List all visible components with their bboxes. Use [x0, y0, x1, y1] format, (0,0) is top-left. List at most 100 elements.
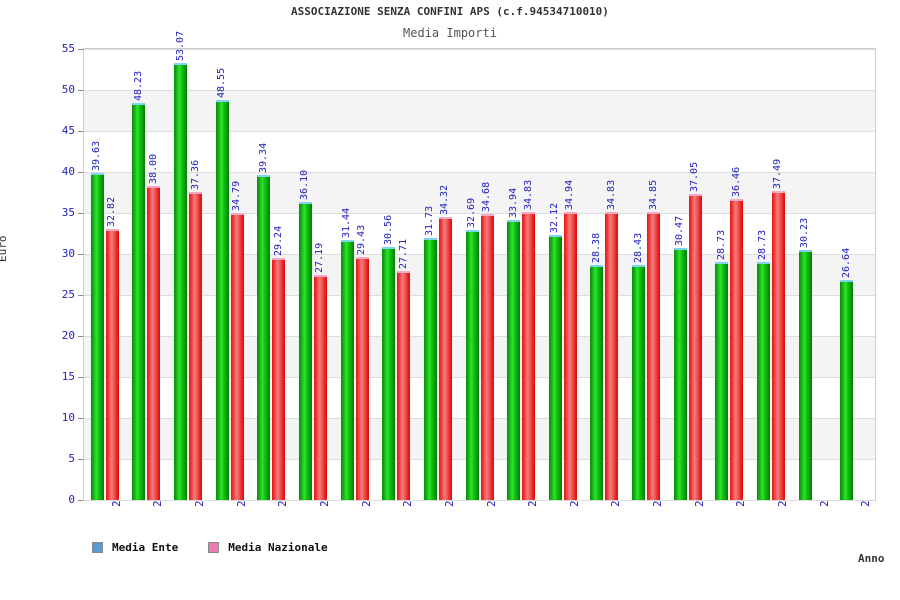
- plot-band: [84, 90, 875, 131]
- bar-value-label-nazionale: 34.94: [564, 179, 576, 210]
- bar-media-nazionale[interactable]: [605, 212, 619, 500]
- bar-media-nazionale[interactable]: [105, 228, 119, 500]
- plot-band: [84, 172, 875, 213]
- bar-value-label-ente: 30.56: [382, 215, 394, 246]
- bar-media-ente[interactable]: [132, 102, 146, 500]
- bar-value-label-ente: 30.23: [799, 218, 811, 249]
- bar-value-label-ente: 32.69: [466, 197, 477, 228]
- bar-media-nazionale[interactable]: [730, 199, 744, 500]
- bar-value-label-nazionale: 38.00: [147, 154, 159, 185]
- bar-value-label-ente: 28.73: [757, 230, 769, 261]
- legend-swatch-icon: [208, 542, 220, 553]
- y-tick-label: 5: [68, 452, 75, 465]
- bar-media-nazionale[interactable]: [313, 275, 327, 500]
- y-tick-mark: [78, 459, 83, 460]
- gridline: [84, 418, 875, 419]
- y-tick-mark: [78, 90, 83, 91]
- y-tick-label: 30: [61, 247, 75, 260]
- bar-media-ente[interactable]: [465, 229, 479, 500]
- bar-media-nazionale[interactable]: [147, 186, 161, 500]
- y-tick-mark: [78, 213, 83, 214]
- bar-media-nazionale[interactable]: [230, 212, 244, 500]
- chart-title: ASSOCIAZIONE SENZA CONFINI APS (c.f.9453…: [291, 5, 609, 18]
- y-tick-label: 55: [61, 42, 75, 55]
- bar-media-nazionale[interactable]: [189, 191, 203, 500]
- y-tick-mark: [78, 254, 83, 255]
- bar-value-label-nazionale: 29.43: [356, 224, 368, 255]
- plot-area: 39.63 32.82 48.23 38.00 53.07 37.36 48.55 34.79…: [83, 31, 876, 501]
- bar-media-nazionale[interactable]: [522, 212, 536, 500]
- bar-value-label-ente: 31.44: [341, 208, 353, 239]
- gridline: [84, 131, 875, 132]
- bar-media-ente[interactable]: [507, 219, 521, 500]
- bar-media-nazionale[interactable]: [397, 270, 411, 500]
- bar-value-label-nazionale: 27.71: [397, 238, 409, 269]
- bar-media-nazionale[interactable]: [355, 256, 369, 500]
- bar-media-nazionale[interactable]: [647, 212, 661, 500]
- gridline: [84, 459, 875, 460]
- bar-value-label-nazionale: 34.79: [231, 180, 243, 211]
- gridline: [84, 172, 875, 173]
- bar-value-label-nazionale: 34.85: [647, 180, 659, 211]
- bar-value-label-nazionale: 34.68: [481, 181, 492, 212]
- bar-media-ente[interactable]: [632, 264, 646, 500]
- y-tick-label: 35: [61, 206, 75, 219]
- bar-media-nazionale[interactable]: [438, 216, 452, 500]
- bar-value-label-nazionale: 27.19: [314, 242, 326, 274]
- bar-value-label-ente: 48.55: [216, 67, 228, 98]
- bar-media-ente[interactable]: [340, 240, 354, 500]
- bar-value-label-nazionale: 34.83: [522, 180, 534, 211]
- y-tick-mark: [78, 131, 83, 132]
- y-tick-label: 15: [61, 370, 75, 383]
- bar-media-nazionale[interactable]: [771, 190, 785, 500]
- bar-media-ente[interactable]: [673, 248, 687, 500]
- bar-value-label-ente: 39.63: [91, 140, 103, 172]
- legend-item[interactable]: Media Nazionale: [208, 541, 328, 554]
- y-tick-mark: [78, 418, 83, 419]
- bar-value-label-ente: 31.73: [424, 205, 436, 236]
- legend-item[interactable]: Media Ente: [92, 541, 178, 554]
- bar-media-ente[interactable]: [215, 99, 229, 500]
- bar-value-label-nazionale: 37.05: [689, 162, 701, 193]
- bar-value-label-nazionale: 34.83: [605, 180, 617, 211]
- bar-media-ente[interactable]: [298, 201, 312, 500]
- bar-media-ente[interactable]: [756, 262, 770, 500]
- y-tick-label: 0: [68, 493, 75, 506]
- bar-media-ente[interactable]: [174, 62, 188, 500]
- legend-label: Media Nazionale: [228, 541, 328, 554]
- gridline: [84, 254, 875, 255]
- bar-media-ente[interactable]: [715, 262, 729, 500]
- bar-value-label-nazionale: 34.32: [439, 184, 451, 215]
- bar-media-nazionale[interactable]: [563, 211, 577, 500]
- bar-media-ente[interactable]: [590, 265, 604, 500]
- y-tick-mark: [78, 500, 83, 501]
- bar-value-label-ente: 53.07: [174, 30, 186, 61]
- bar-media-ente[interactable]: [840, 279, 854, 500]
- y-tick-label: 50: [61, 83, 75, 96]
- legend-swatch-icon: [92, 542, 103, 553]
- bar-media-ente[interactable]: [382, 247, 396, 500]
- y-tick-label: 10: [61, 411, 75, 424]
- bar-media-ente[interactable]: [423, 237, 437, 500]
- bar-value-label-ente: 33.94: [507, 187, 519, 218]
- gridline: [84, 49, 875, 50]
- y-tick-mark: [78, 172, 83, 173]
- gridline: [84, 213, 875, 214]
- bar-media-ente[interactable]: [90, 173, 104, 500]
- bar-media-ente[interactable]: [548, 234, 562, 500]
- bar-media-nazionale[interactable]: [272, 258, 286, 500]
- gridline: [84, 295, 875, 296]
- bar-value-label-ente: 28.38: [590, 233, 602, 264]
- gridline: [84, 90, 875, 91]
- bar-media-nazionale[interactable]: [480, 213, 494, 500]
- bar-value-label-nazionale: 37.36: [189, 159, 201, 190]
- y-tick-label: 45: [61, 124, 75, 137]
- bar-media-ente[interactable]: [798, 250, 812, 500]
- y-tick-label: 25: [61, 288, 75, 301]
- bar-value-label-ente: 32.12: [549, 202, 561, 233]
- y-tick-label: 20: [61, 329, 75, 342]
- x-axis-label: Anno: [858, 552, 885, 565]
- bar-media-ente[interactable]: [257, 175, 271, 500]
- bar-media-nazionale[interactable]: [688, 194, 702, 500]
